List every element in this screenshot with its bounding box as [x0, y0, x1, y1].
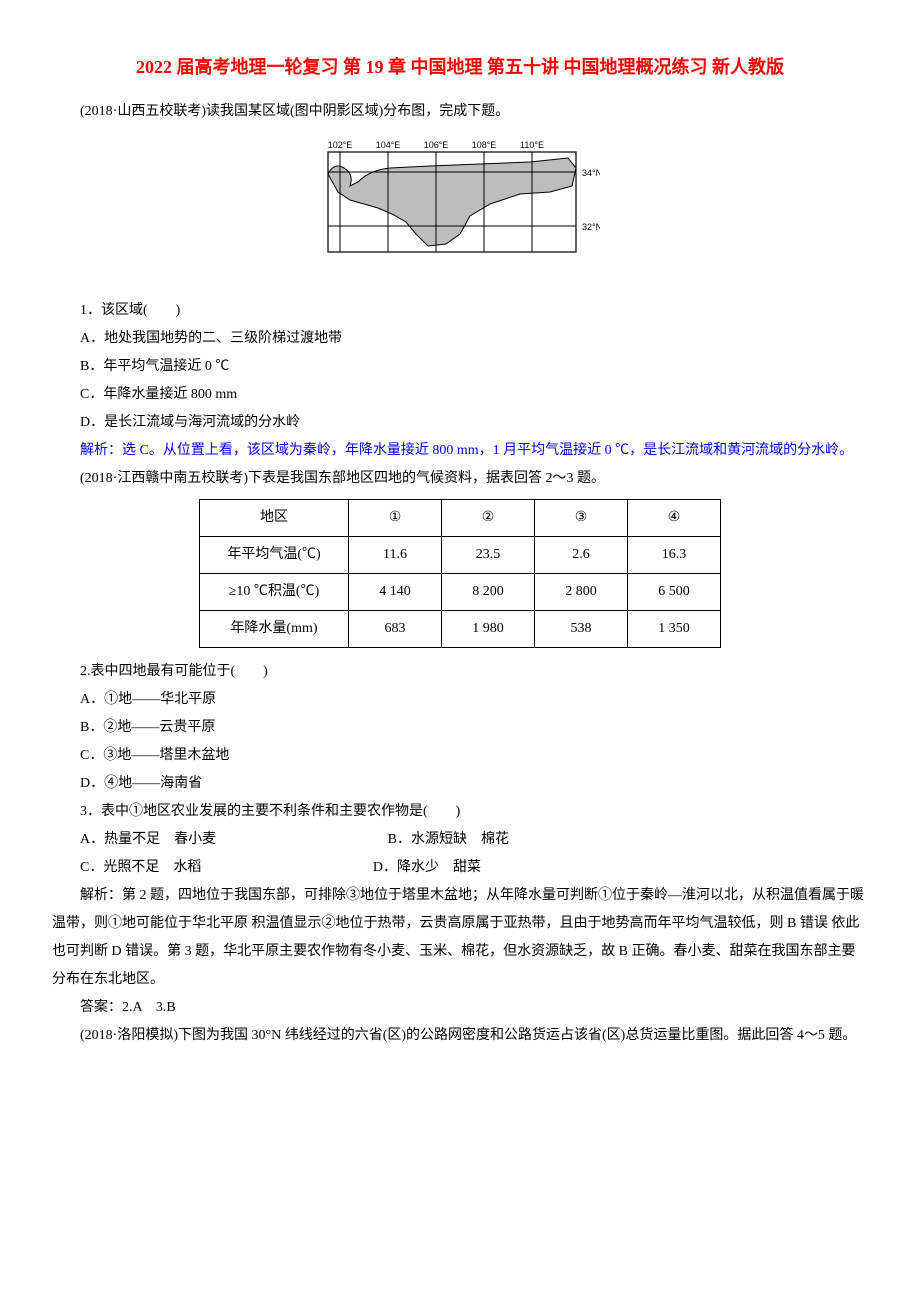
th-2: ②	[442, 499, 535, 536]
table-row: 年平均气温(℃) 11.6 23.5 2.6 16.3	[200, 536, 721, 573]
lat-label-1: 32°N	[582, 222, 600, 232]
map-figure: 102°E 104°E 106°E 108°E 110°E 34°N 32°N	[52, 134, 868, 285]
q2-stem: 2.表中四地最有可能位于( )	[52, 658, 868, 686]
th-1: ①	[349, 499, 442, 536]
q3-stem: 3．表中①地区农业发展的主要不利条件和主要农作物是( )	[52, 798, 868, 826]
lng-label-4: 110°E	[520, 140, 544, 150]
q3-choice-c: C．光照不足 水稻	[80, 860, 201, 875]
intro-q45: (2018·洛阳模拟)下图为我国 30°N 纬线经过的六省(区)的公路网密度和公…	[52, 1022, 868, 1050]
q1-choice-a: A．地处我国地势的二、三级阶梯过渡地带	[52, 325, 868, 353]
table-row: 年降水量(mm) 683 1 980 538 1 350	[200, 610, 721, 647]
th-region: 地区	[200, 499, 349, 536]
th-4: ④	[628, 499, 721, 536]
lng-label-0: 102°E	[328, 140, 353, 150]
table-row: ≥10 ℃积温(℃) 4 140 8 200 2 800 6 500	[200, 573, 721, 610]
climate-table: 地区 ① ② ③ ④ 年平均气温(℃) 11.6 23.5 2.6 16.3 ≥…	[199, 499, 721, 648]
q3-choice-d: D．降水少 甜菜	[345, 854, 481, 882]
page-title: 2022 届高考地理一轮复习 第 19 章 中国地理 第五十讲 中国地理概况练习…	[52, 48, 868, 88]
lat-label-0: 34°N	[582, 168, 600, 178]
th-3: ③	[535, 499, 628, 536]
intro-q1: (2018·山西五校联考)读我国某区域(图中阴影区域)分布图，完成下题。	[52, 98, 868, 126]
lng-label-1: 104°E	[376, 140, 401, 150]
region-map-svg: 102°E 104°E 106°E 108°E 110°E 34°N 32°N	[320, 134, 600, 274]
q2-choice-a: A．①地——华北平原	[52, 686, 868, 714]
q1-choice-c: C．年降水量接近 800 mm	[52, 381, 868, 409]
lng-label-2: 106°E	[424, 140, 449, 150]
intro-q23: (2018·江西赣中南五校联考)下表是我国东部地区四地的气候资料，据表回答 2～…	[52, 465, 868, 493]
q1-choice-d: D．是长江流域与海河流域的分水岭	[52, 409, 868, 437]
q1-choice-b: B．年平均气温接近 0 ℃	[52, 353, 868, 381]
q2-choice-d: D．④地——海南省	[52, 770, 868, 798]
q1-stem: 1．该区域( )	[52, 297, 868, 325]
q2-choice-c: C．③地——塔里木盆地	[52, 742, 868, 770]
q3-choice-a: A．热量不足 春小麦	[80, 832, 216, 847]
lng-label-3: 108°E	[472, 140, 497, 150]
q1-answer: 解析：选 C。从位置上看，该区域为秦岭，年降水量接近 800 mm，1 月平均气…	[52, 437, 868, 465]
q3-row-cd: C．光照不足 水稻 D．降水少 甜菜	[52, 854, 868, 882]
q3-choice-b: B．水源短缺 棉花	[360, 826, 509, 854]
q3-row-ab: A．热量不足 春小麦 B．水源短缺 棉花	[52, 826, 868, 854]
table-header-row: 地区 ① ② ③ ④	[200, 499, 721, 536]
q2-choice-b: B．②地——云贵平原	[52, 714, 868, 742]
explain-23: 解析：第 2 题，四地位于我国东部，可排除③地位于塔里木盆地；从年降水量可判断①…	[52, 882, 868, 994]
answer-23: 答案：2.A 3.B	[52, 994, 868, 1022]
